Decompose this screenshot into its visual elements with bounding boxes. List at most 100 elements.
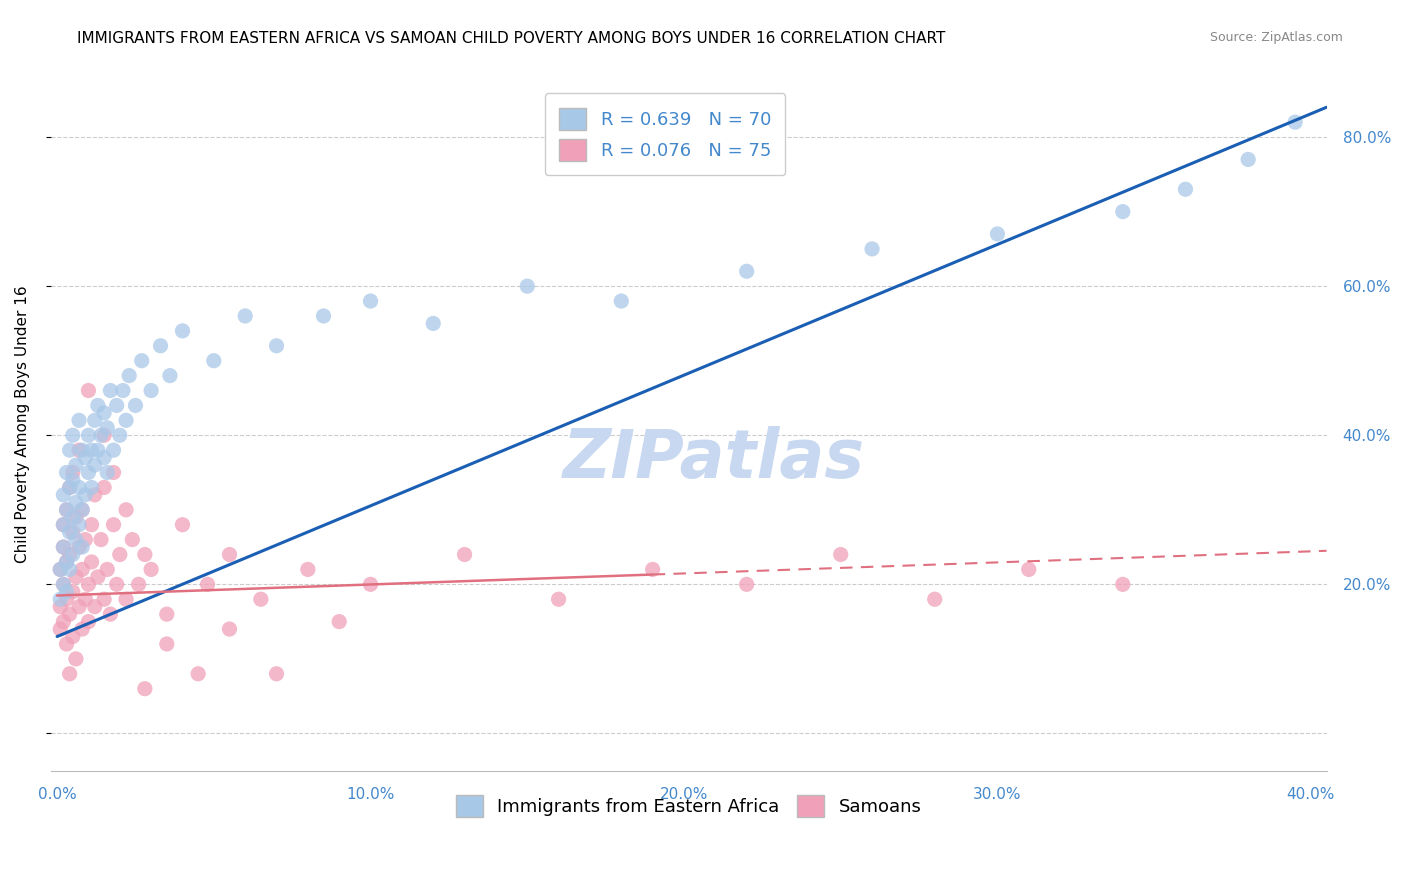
Point [52,577,75,591]
Point [266,666,288,681]
Point [80,443,103,458]
Point [62,428,84,442]
Point [49,599,72,614]
Point [67,413,90,427]
Point [55,637,77,651]
Point [860,242,883,256]
Point [187,666,209,681]
Point [735,264,758,278]
Point [1174,182,1197,196]
Point [67,480,90,494]
Point [328,615,350,629]
Point [641,562,664,576]
Point [62,548,84,562]
Point [103,443,125,458]
Point [52,577,75,591]
Point [250,592,273,607]
Point [77,577,100,591]
Point [62,510,84,524]
Point [55,592,77,607]
Point [202,353,225,368]
Point [62,473,84,487]
Text: Source: ZipAtlas.com: Source: ZipAtlas.com [1209,31,1343,45]
Point [65,510,87,524]
Point [218,622,240,636]
Point [52,540,75,554]
Point [70,503,93,517]
Point [70,540,93,554]
Point [360,294,382,309]
Point [124,399,146,413]
Point [1284,115,1306,129]
Point [735,577,758,591]
Point [52,615,75,629]
Point [1237,153,1260,167]
Point [67,517,90,532]
Point [62,584,84,599]
Point [360,577,382,591]
Point [197,577,219,591]
Point [103,517,125,532]
Point [75,592,97,607]
Point [52,517,75,532]
Point [55,466,77,480]
Point [453,548,475,562]
Point [105,399,128,413]
Point [59,548,82,562]
Point [131,353,153,368]
Point [115,592,138,607]
Text: IMMIGRANTS FROM EASTERN AFRICA VS SAMOAN CHILD POVERTY AMONG BOYS UNDER 16 CORRE: IMMIGRANTS FROM EASTERN AFRICA VS SAMOAN… [77,31,946,46]
Point [70,622,93,636]
Point [233,309,256,323]
Point [172,324,194,338]
Point [134,548,156,562]
Point [55,555,77,569]
Point [65,652,87,666]
Point [139,562,162,576]
Point [128,577,150,591]
Point [312,309,335,323]
Point [118,368,141,383]
Point [59,666,82,681]
Point [115,503,138,517]
Point [75,488,97,502]
Point [93,428,115,442]
Point [83,413,105,427]
Point [59,607,82,622]
Point [1112,577,1135,591]
Point [108,428,131,442]
Point [830,548,852,562]
Point [218,548,240,562]
Point [49,562,72,576]
Point [67,443,90,458]
Point [77,428,100,442]
Point [52,540,75,554]
Point [90,533,112,547]
Point [59,480,82,494]
Point [83,599,105,614]
Point [93,406,115,420]
Point [516,279,538,293]
Point [67,540,90,554]
Point [70,503,93,517]
Point [103,466,125,480]
Point [65,570,87,584]
Point [80,517,103,532]
Point [100,384,122,398]
Point [93,592,115,607]
Point [297,562,319,576]
Point [62,525,84,540]
Point [134,681,156,696]
Point [156,637,179,651]
Point [55,584,77,599]
Point [121,533,143,547]
Point [90,428,112,442]
Point [1018,562,1040,576]
Point [610,294,633,309]
Point [93,450,115,465]
Point [87,399,110,413]
Point [65,458,87,472]
Point [83,458,105,472]
Point [65,495,87,509]
Point [547,592,569,607]
